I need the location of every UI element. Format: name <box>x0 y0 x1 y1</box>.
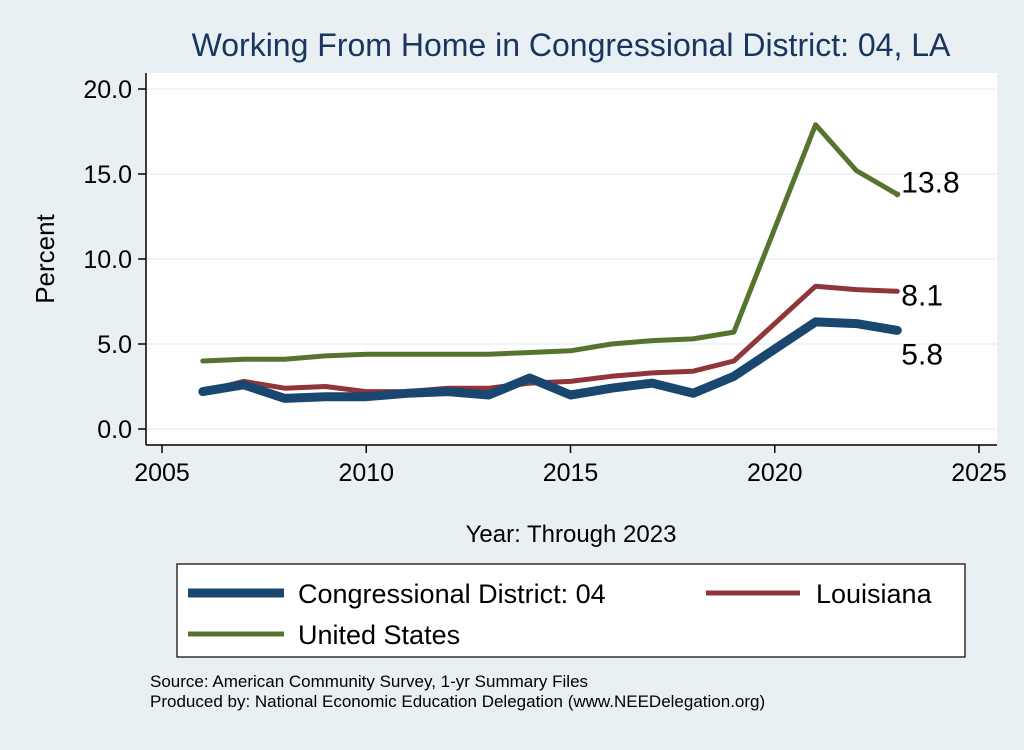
x-tick-label: 2010 <box>338 459 394 487</box>
legend: Congressional District: 04 Louisiana Unite… <box>188 579 933 650</box>
legend-label: United States <box>298 620 460 650</box>
y-tick-label: 10.0 <box>83 246 132 274</box>
x-tick-label: 2025 <box>951 459 1007 487</box>
x-tick-label: 2015 <box>543 459 599 487</box>
legend-label: Congressional District: 04 <box>298 579 606 609</box>
x-tick-label: 2005 <box>134 459 190 487</box>
series-end-label: 5.8 <box>901 338 943 371</box>
series-lines <box>198 122 902 403</box>
series-end-point <box>895 289 900 294</box>
series-line-2 <box>200 122 900 364</box>
y-axis-title: Percent <box>30 213 60 303</box>
legend-label: Louisiana <box>816 579 933 609</box>
series-end-label: 13.8 <box>901 166 959 199</box>
y-tick-label: 20.0 <box>83 76 132 104</box>
axis-ticks: 0.0 5.0 10.0 15.0 20.0 2005 2010 2015 2020 2025 <box>83 76 1006 487</box>
series-line-1 <box>200 283 900 395</box>
x-axis-title: Year: Through 2023 <box>466 521 677 548</box>
series-end-point <box>894 191 901 198</box>
producer-note: Produced by: National Economic Education… <box>150 692 766 711</box>
x-tick-label: 2020 <box>747 459 803 487</box>
end-labels: 5.8 8.1 13.8 <box>901 166 959 371</box>
series-end-point <box>895 328 900 333</box>
series-end-label: 8.1 <box>901 279 943 312</box>
y-tick-label: 0.0 <box>97 416 132 444</box>
source-note: Source: American Community Survey, 1-yr … <box>150 672 589 691</box>
series-line-0 <box>198 317 902 403</box>
gridlines <box>146 88 997 430</box>
y-tick-label: 5.0 <box>97 331 132 359</box>
y-tick-label: 15.0 <box>83 161 132 189</box>
chart-title: Working From Home in Congressional Distr… <box>192 27 951 63</box>
legend-box <box>176 563 966 658</box>
